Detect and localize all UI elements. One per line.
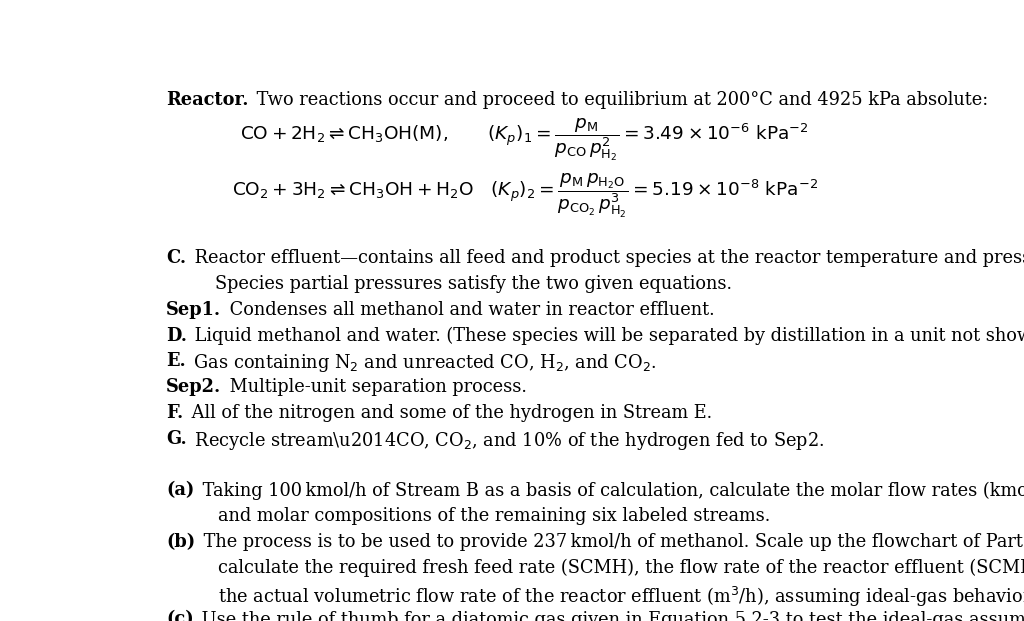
Text: E.: E. bbox=[166, 352, 185, 370]
Text: and molar compositions of the remaining six labeled streams.: and molar compositions of the remaining … bbox=[218, 507, 770, 525]
Text: G.: G. bbox=[166, 430, 186, 448]
Text: (a): (a) bbox=[166, 481, 195, 499]
Text: All of the nitrogen and some of the hydrogen in Stream E.: All of the nitrogen and some of the hydr… bbox=[185, 404, 712, 422]
Text: C.: C. bbox=[166, 249, 186, 267]
Text: Recycle stream\u2014CO, CO$_2$, and 10% of the hydrogen fed to Sep2.: Recycle stream\u2014CO, CO$_2$, and 10% … bbox=[189, 430, 824, 452]
Text: Two reactions occur and proceed to equilibrium at 200°C and 4925 kPa absolute:: Two reactions occur and proceed to equil… bbox=[251, 91, 988, 109]
Text: the actual volumetric flow rate of the reactor effluent (m$^3$/h), assuming idea: the actual volumetric flow rate of the r… bbox=[218, 585, 1024, 609]
Text: Multiple-unit separation process.: Multiple-unit separation process. bbox=[223, 378, 526, 396]
Text: The process is to be used to provide 237 kmol/h of methanol. Scale up the flowch: The process is to be used to provide 237… bbox=[198, 533, 1024, 551]
Text: (c): (c) bbox=[166, 610, 194, 621]
Text: Reactor effluent—contains all feed and product species at the reactor temperatur: Reactor effluent—contains all feed and p… bbox=[188, 249, 1024, 267]
Text: Use the rule of thumb for a diatomic gas given in Equation 5.2-3 to test the ide: Use the rule of thumb for a diatomic gas… bbox=[197, 610, 1024, 621]
Text: Taking 100 kmol/h of Stream B as a basis of calculation, calculate the molar flo: Taking 100 kmol/h of Stream B as a basis… bbox=[197, 481, 1024, 500]
Text: Condenses all methanol and water in reactor effluent.: Condenses all methanol and water in reac… bbox=[223, 301, 714, 319]
Text: Gas containing N$_2$ and unreacted CO, H$_2$, and CO$_2$.: Gas containing N$_2$ and unreacted CO, H… bbox=[188, 352, 656, 374]
Text: Reactor.: Reactor. bbox=[166, 91, 249, 109]
Text: $\mathrm{CO_2 + 3H_2 \rightleftharpoons CH_3OH + H_2O\quad}(K_p)_2 = \dfrac{p_{\: $\mathrm{CO_2 + 3H_2 \rightleftharpoons … bbox=[231, 173, 818, 220]
Text: (b): (b) bbox=[166, 533, 196, 551]
Text: $\mathrm{CO + 2H_2 \rightleftharpoons CH_3OH(M),\qquad}(K_p)_1 = \dfrac{p_{\math: $\mathrm{CO + 2H_2 \rightleftharpoons CH… bbox=[241, 116, 809, 163]
Text: calculate the required fresh feed rate (SCMH), the flow rate of the reactor effl: calculate the required fresh feed rate (… bbox=[218, 559, 1024, 577]
Text: Liquid methanol and water. (These species will be separated by distillation in a: Liquid methanol and water. (These specie… bbox=[189, 327, 1024, 345]
Text: Sep2.: Sep2. bbox=[166, 378, 221, 396]
Text: Species partial pressures satisfy the two given equations.: Species partial pressures satisfy the tw… bbox=[215, 275, 732, 293]
Text: F.: F. bbox=[166, 404, 183, 422]
Text: Sep1.: Sep1. bbox=[166, 301, 221, 319]
Text: D.: D. bbox=[166, 327, 187, 345]
